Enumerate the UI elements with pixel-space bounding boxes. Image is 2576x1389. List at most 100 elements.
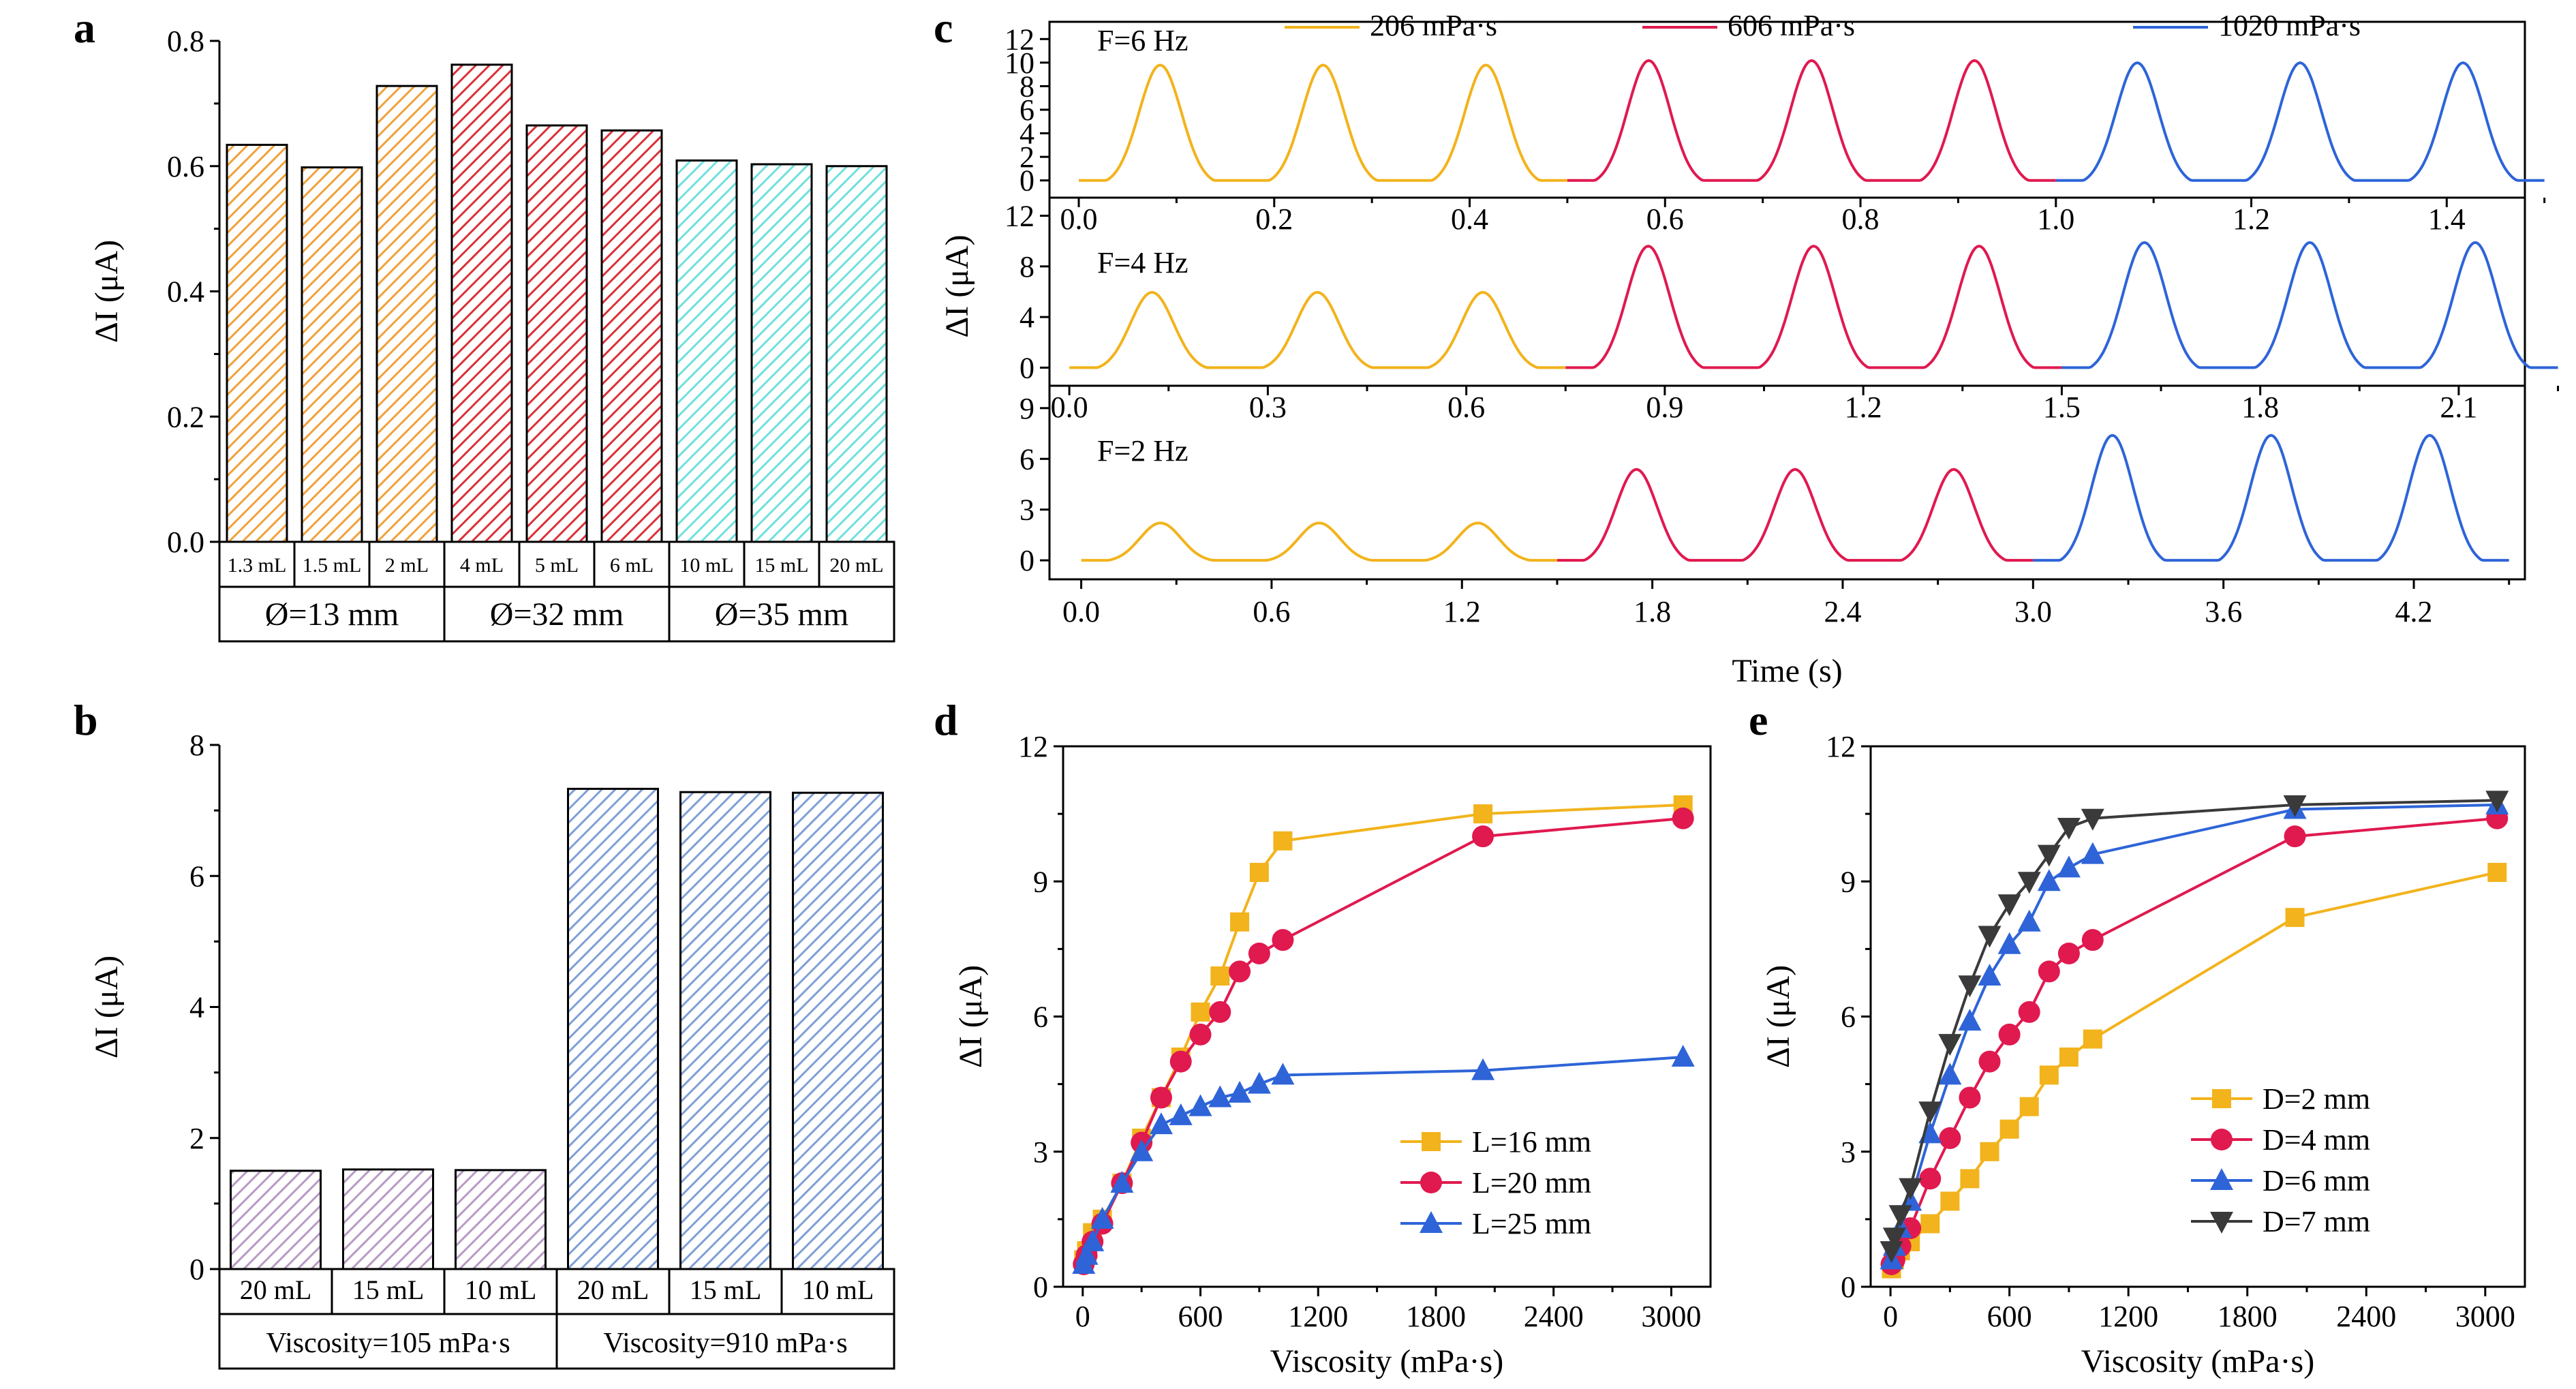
y-tick-label: 0.8 (167, 25, 204, 58)
x-tick-label: 0.8 (1842, 202, 1880, 236)
point-marker (1940, 1191, 1960, 1211)
x-tick-label: 0 (1075, 1300, 1090, 1333)
point-marker (1959, 1086, 1981, 1109)
panel-label-d: d (934, 696, 958, 744)
point-marker (1209, 1001, 1231, 1023)
category-label: 20 mL (829, 554, 883, 577)
point-marker (1249, 863, 1269, 883)
point-marker (1420, 1211, 1443, 1233)
group-label: Viscosity=910 mPa·s (603, 1328, 847, 1359)
x-tick-label: 1.4 (2428, 202, 2466, 236)
y-tick-label: 6 (1033, 1001, 1048, 1034)
point-marker (1081, 1229, 1105, 1251)
y-tick-label: 4 (1019, 301, 1034, 334)
point-marker (2037, 844, 2061, 867)
point-marker (1248, 942, 1270, 964)
point-marker (1671, 1044, 1695, 1067)
point-marker (2019, 1097, 2039, 1116)
point-marker (1920, 1214, 1940, 1234)
series-trace (1081, 521, 1557, 562)
series-trace (1069, 290, 1566, 369)
x-axis-title: Viscosity (mPa·s) (2081, 1343, 2314, 1379)
point-marker (1958, 1009, 1982, 1031)
point-marker (2057, 942, 2080, 964)
panel-label-a: a (74, 3, 95, 52)
y-axis-title: ΔI (μA) (89, 956, 125, 1058)
point-marker (1672, 807, 1694, 829)
series-trace (2061, 241, 2558, 369)
chart-a: 0.0 0.2 0.4 0.6 0.8 ΔI (μA) 1.3 mL 1.5 mL 2 mL 4 … (89, 25, 895, 643)
x-tick-label: 1.8 (2241, 391, 2279, 424)
series-line (1890, 803, 2498, 1260)
legend-label: D=2 mm (2263, 1082, 2370, 1116)
y-tick-label: 0.0 (167, 525, 204, 559)
panel-label-c: c (934, 3, 953, 52)
y-tick-label: 0 (1019, 164, 1034, 198)
legend-label: L=20 mm (1472, 1166, 1591, 1200)
bar (792, 791, 884, 1270)
x-tick-label: 0.6 (1646, 202, 1684, 236)
point-marker (1110, 1171, 1134, 1193)
y-axis-title: ΔI (μA) (89, 240, 125, 343)
y-tick-label: 12 (1005, 200, 1034, 233)
y-tick-label: 6 (1019, 442, 1034, 476)
series-trace (1079, 63, 1567, 182)
x-tick-label: 0 (1883, 1300, 1898, 1333)
point-marker (2017, 872, 2041, 894)
point-marker (2081, 808, 2104, 831)
y-tick-label: 9 (1033, 865, 1048, 898)
y-tick-label: 3 (1033, 1135, 1048, 1169)
bar (450, 63, 513, 543)
y-axis-title: ΔI (μA) (939, 234, 975, 337)
chart-b: 0 2 4 6 8 ΔI (μA) 20 mL 15 mL 10 mL 20 mL 15 mL 10 … (89, 729, 895, 1370)
point-marker (1075, 1242, 1099, 1265)
point-marker (1271, 1063, 1295, 1085)
x-tick-label: 1800 (2218, 1300, 2278, 1333)
panel-label-b: b (74, 696, 98, 744)
legend-label: L=16 mm (1472, 1125, 1591, 1159)
bar (226, 144, 288, 543)
point-marker (2081, 929, 2104, 951)
y-tick-label: 6 (1019, 93, 1034, 127)
y-tick-label: 0.6 (167, 150, 204, 183)
point-marker (1938, 1063, 1962, 1085)
x-tick-label: 1.2 (1443, 595, 1481, 628)
series-trace (1565, 245, 2062, 369)
y-tick-label: 10 (1005, 46, 1034, 80)
x-tick-label: 1.2 (1845, 391, 1882, 424)
category-label: 20 mL (240, 1274, 312, 1305)
point-marker (1998, 1023, 2021, 1045)
x-tick-label: 0.9 (1646, 391, 1683, 424)
panel-label-e: e (1749, 696, 1768, 744)
y-tick-label: 4 (1019, 117, 1034, 151)
point-marker (1210, 966, 1230, 986)
point-marker (1471, 1058, 1495, 1080)
category-label: 10 mL (802, 1274, 874, 1305)
point-marker (1880, 1241, 1903, 1264)
x-tick-label: 2400 (2336, 1300, 2396, 1333)
legend-label: 1020 mPa·s (2218, 9, 2361, 42)
group-label: Viscosity=105 mPa·s (266, 1328, 510, 1359)
point-marker (1420, 1172, 1442, 1193)
x-tick-label: 600 (1178, 1300, 1223, 1333)
point-marker (2057, 817, 2081, 840)
point-marker (1473, 804, 1493, 824)
x-tick-label: 0.6 (1253, 595, 1290, 628)
category-label: 20 mL (577, 1274, 649, 1305)
x-tick-label: 1800 (1406, 1300, 1466, 1333)
point-marker (2487, 863, 2507, 883)
bar (675, 159, 738, 543)
group-label: Ø=13 mm (265, 596, 399, 632)
point-marker (1939, 1127, 1961, 1149)
y-tick-label: 0 (1841, 1270, 1856, 1304)
x-tick-label: 2400 (1524, 1300, 1584, 1333)
y-tick-label: 0 (1019, 544, 1034, 577)
x-tick-label: 0.0 (1060, 202, 1098, 236)
series-trace (1567, 59, 2056, 182)
y-tick-label: 6 (1841, 1001, 1856, 1034)
category-label: 15 mL (352, 1274, 425, 1305)
point-marker (2018, 1001, 2040, 1023)
y-tick-label: 0.4 (167, 275, 204, 309)
x-axis-title: Time (s) (1732, 653, 1842, 689)
frequency-label: F=6 Hz (1097, 24, 1189, 57)
